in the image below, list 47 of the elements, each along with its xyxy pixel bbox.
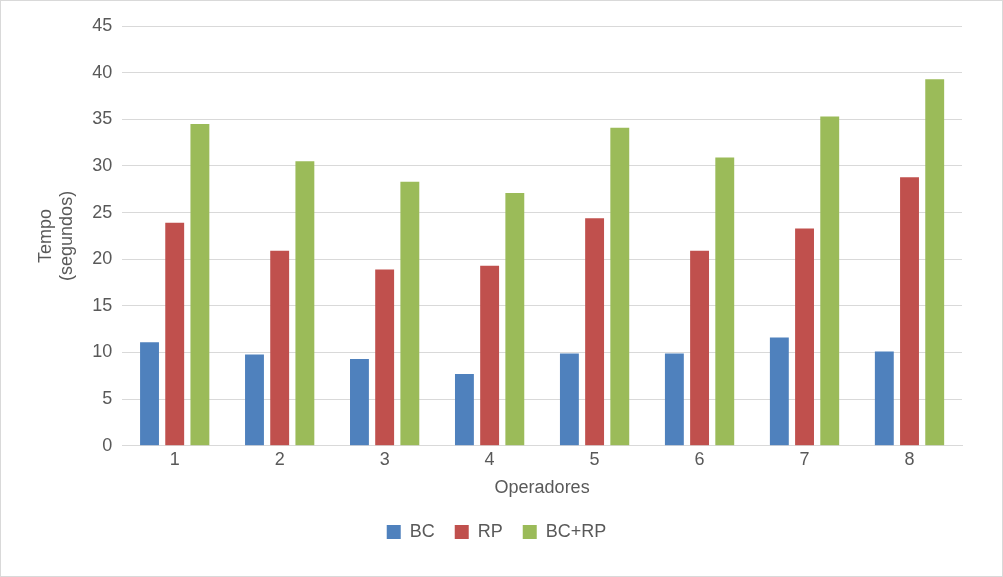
x-tick-label: 7	[799, 448, 810, 469]
bar	[375, 269, 395, 446]
bar	[820, 116, 840, 446]
y-tick-label: 0	[102, 434, 113, 455]
x-axis-title: Operadores	[494, 477, 590, 498]
bar	[505, 192, 525, 446]
bar	[769, 337, 789, 446]
bar	[690, 250, 710, 446]
bar	[900, 177, 919, 446]
x-tick-label: 8	[904, 448, 915, 469]
y-tick-label: 45	[92, 14, 113, 35]
legend-label: BC	[409, 520, 435, 541]
bar	[610, 127, 630, 446]
bar	[925, 79, 945, 446]
y-tick-label: 25	[92, 201, 113, 222]
bar	[664, 353, 684, 446]
bar	[559, 353, 579, 446]
legend-label: RP	[477, 520, 503, 541]
bar	[480, 265, 500, 446]
bar	[190, 123, 210, 446]
y-tick-label: 30	[92, 154, 113, 175]
y-tick-label: 5	[102, 388, 113, 409]
legend-label: BC+RP	[545, 520, 607, 541]
x-tick-label: 6	[694, 448, 705, 469]
bar	[874, 351, 894, 446]
bar	[165, 222, 185, 446]
bar	[295, 161, 315, 446]
y-tick-label: 20	[92, 248, 113, 269]
x-tick-label: 2	[274, 448, 285, 469]
bar	[245, 354, 264, 446]
x-tick-label: 4	[484, 448, 495, 469]
bar	[400, 181, 420, 446]
x-tick-label: 5	[589, 448, 600, 469]
bar	[140, 342, 159, 446]
bar	[350, 359, 369, 446]
y-axis-title: Tempo (segundos)	[34, 190, 77, 281]
y-tick-label: 10	[92, 341, 113, 362]
bar	[795, 228, 814, 446]
x-tick-label: 3	[379, 448, 390, 469]
y-tick-label: 15	[92, 294, 113, 315]
bar	[715, 157, 735, 446]
y-tick-label: 40	[92, 61, 113, 82]
bar	[270, 250, 290, 446]
bar	[454, 373, 474, 446]
bar	[585, 218, 605, 446]
x-tick-label: 1	[169, 448, 180, 469]
y-tick-label: 35	[92, 108, 113, 129]
